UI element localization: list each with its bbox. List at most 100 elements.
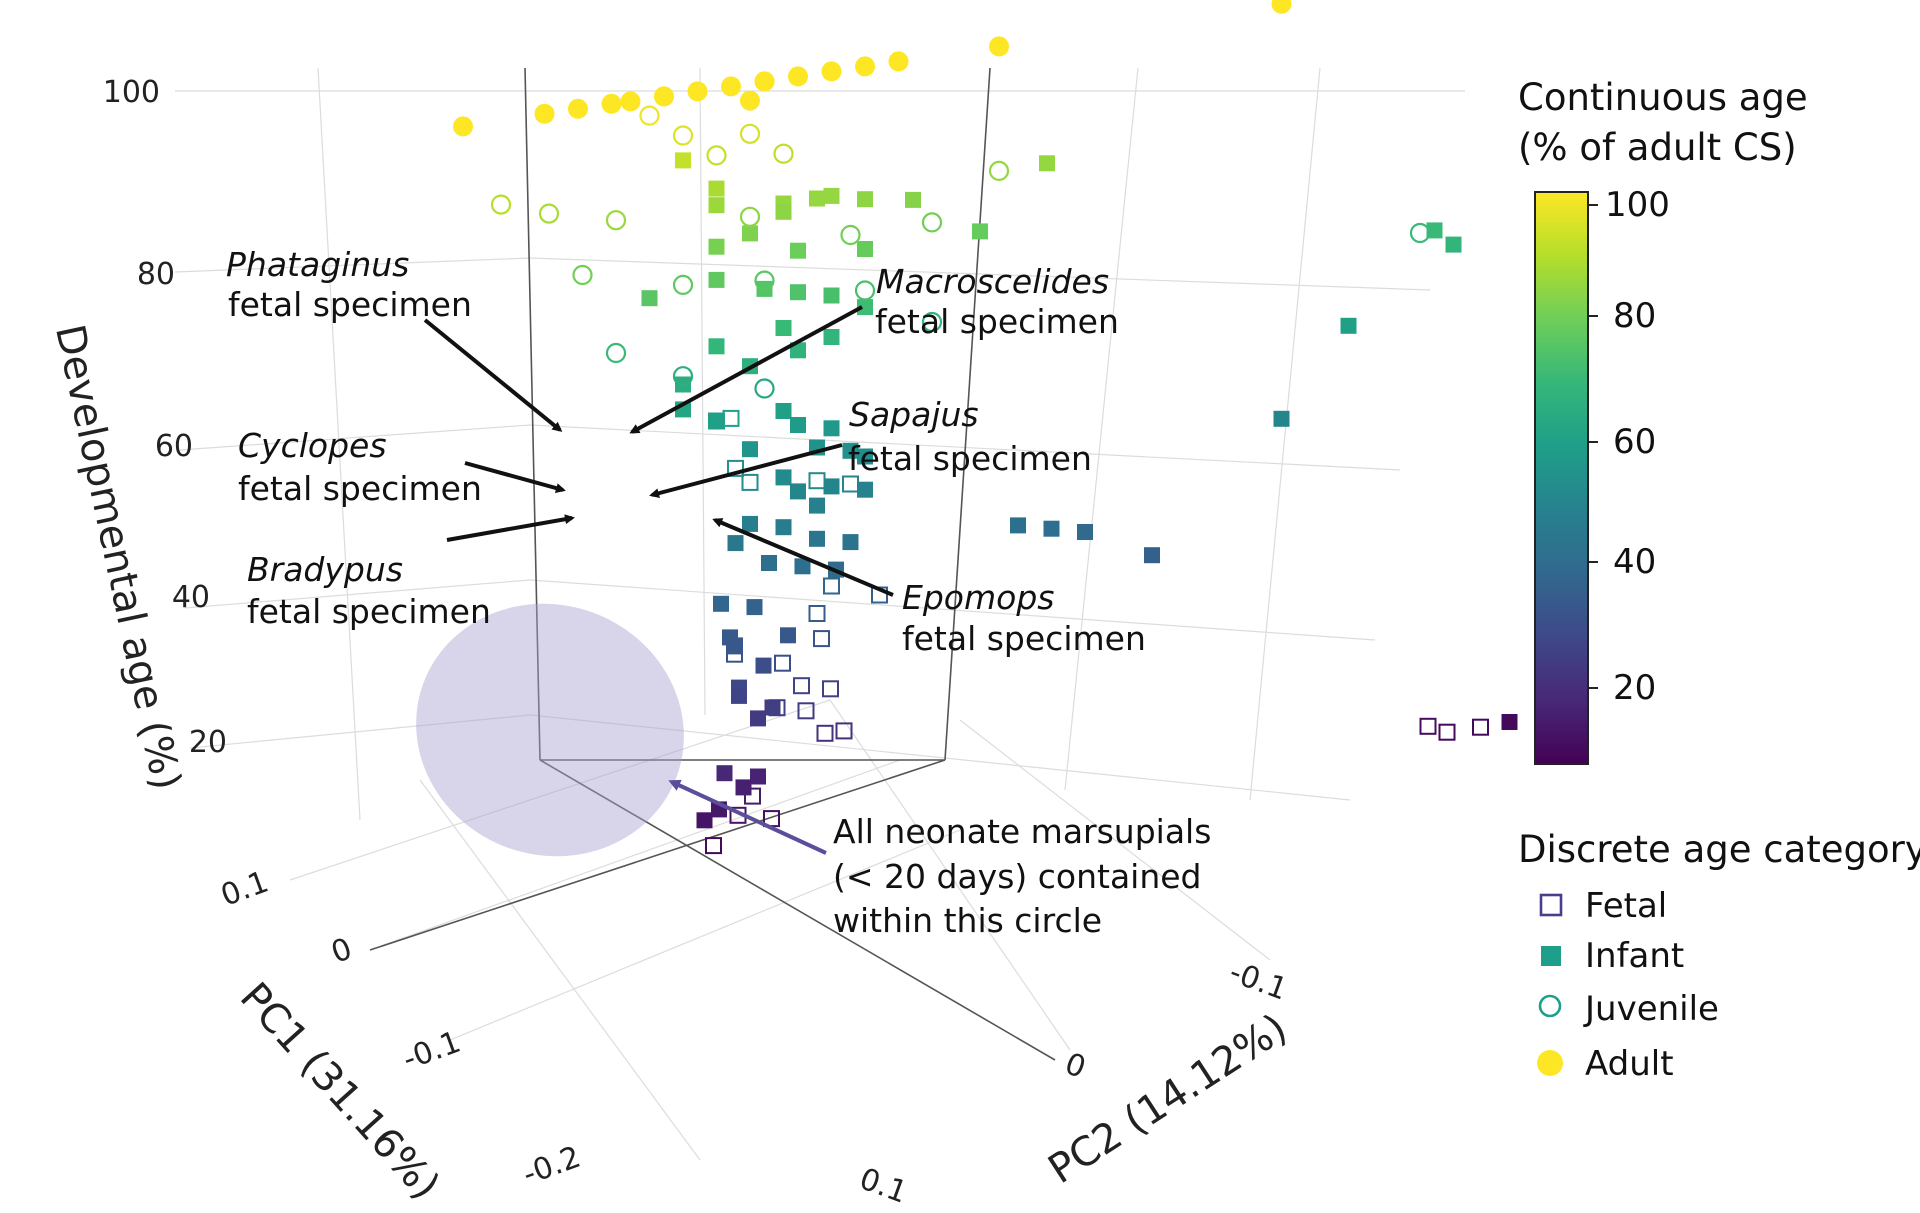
colorbar-tick-label: 20 bbox=[1613, 668, 1656, 708]
gridline-40-right bbox=[529, 579, 1376, 641]
colorbar-tick-label: 100 bbox=[1605, 185, 1670, 225]
arrow-phataginus bbox=[423, 318, 563, 432]
data-point-adult bbox=[855, 56, 875, 77]
data-point-infant bbox=[1273, 410, 1290, 427]
data-point-infant bbox=[775, 320, 792, 336]
data-point-infant bbox=[708, 180, 725, 197]
data-point-juvenile bbox=[605, 342, 627, 364]
pc1-tick-label: 0.1 bbox=[216, 864, 273, 913]
floor-line-3 bbox=[449, 829, 961, 1041]
data-point-juvenile bbox=[840, 224, 861, 246]
data-point-adult bbox=[754, 71, 775, 92]
data-point-fetal bbox=[744, 787, 761, 805]
data-point-infant bbox=[764, 699, 781, 716]
data-point-adult bbox=[534, 103, 555, 124]
floor-line-4 bbox=[419, 779, 701, 1161]
data-point-infant bbox=[727, 535, 744, 552]
data-point-fetal bbox=[727, 459, 744, 477]
data-point-infant bbox=[708, 197, 725, 214]
marsupial-note-line2: (< 20 days) contained bbox=[833, 857, 1202, 896]
floor-line-1 bbox=[289, 699, 831, 881]
data-point-infant bbox=[735, 779, 752, 796]
annotation-genus-cyclopes: Cyclopes bbox=[238, 426, 387, 465]
data-point-infant bbox=[750, 710, 766, 727]
data-point-infant bbox=[726, 637, 743, 654]
data-point-infant bbox=[1426, 222, 1443, 239]
annotation-text-epomops: fetal specimen bbox=[902, 619, 1146, 658]
data-point-infant bbox=[746, 599, 763, 616]
legend-infant-marker bbox=[1541, 946, 1561, 966]
data-point-infant bbox=[716, 765, 733, 782]
annotation-text-sapajus: fetal specimen bbox=[848, 439, 1092, 478]
z-tick-label: 20 bbox=[189, 725, 227, 760]
marsupial-note-line3: within this circle bbox=[833, 901, 1102, 940]
data-point-fetal bbox=[1438, 723, 1456, 741]
colorbar-tick-label: 80 bbox=[1613, 296, 1656, 336]
data-point-juvenile bbox=[754, 378, 775, 399]
data-point-fetal bbox=[705, 837, 722, 855]
data-point-juvenile bbox=[490, 194, 512, 215]
legend-label-infant: Infant bbox=[1585, 936, 1684, 976]
annotation-genus-macroscelides: Macroscelides bbox=[876, 262, 1109, 301]
data-point-fetal bbox=[822, 680, 839, 698]
data-point-fetal bbox=[842, 475, 859, 493]
data-point-adult bbox=[568, 98, 588, 119]
z-tick-label: 80 bbox=[137, 257, 175, 292]
data-point-juvenile bbox=[605, 210, 627, 231]
colorbar: Continuous age (% of adult CS) 100 80 60… bbox=[1518, 76, 1808, 765]
data-point-juvenile bbox=[988, 160, 1010, 181]
annotation-text-cyclopes: fetal specimen bbox=[238, 469, 482, 508]
colorbar-title-line2: (% of adult CS) bbox=[1518, 126, 1797, 169]
data-point-infant bbox=[972, 223, 988, 240]
data-point-juvenile bbox=[672, 125, 694, 146]
data-point-adult bbox=[788, 66, 808, 87]
data-point-infant bbox=[794, 558, 811, 575]
data-point-infant bbox=[790, 417, 806, 433]
data-point-adult bbox=[888, 51, 909, 72]
data-point-adult bbox=[601, 93, 622, 114]
data-point-adult bbox=[620, 91, 641, 112]
gridline-20-left bbox=[189, 714, 531, 749]
data-point-juvenile bbox=[921, 212, 943, 233]
data-point-infant bbox=[790, 284, 806, 301]
z-tick-label: 40 bbox=[172, 580, 210, 615]
gridline-v4 bbox=[1249, 67, 1321, 801]
data-point-juvenile bbox=[672, 274, 694, 295]
data-point-infant bbox=[708, 238, 725, 255]
data-point-infant bbox=[823, 329, 840, 345]
data-point-fetal bbox=[816, 724, 834, 742]
data-point-infant bbox=[857, 241, 873, 257]
data-point-infant bbox=[823, 478, 840, 495]
data-point-infant bbox=[708, 413, 725, 429]
arrow-sapajus bbox=[649, 443, 843, 499]
data-point-adult bbox=[654, 86, 674, 107]
data-point-fetal bbox=[774, 654, 791, 672]
data-point-infant bbox=[1340, 317, 1357, 334]
data-point-adult bbox=[721, 76, 741, 97]
arrow-epomops bbox=[712, 518, 894, 597]
data-point-fetal bbox=[813, 630, 830, 648]
gridline-v1 bbox=[317, 67, 361, 821]
data-point-infant bbox=[790, 342, 806, 359]
data-point-infant bbox=[905, 191, 921, 208]
legend-label-juvenile: Juvenile bbox=[1583, 989, 1719, 1029]
z-axis-ticks: 100 80 60 40 20 bbox=[103, 75, 227, 760]
legend-label-adult: Adult bbox=[1585, 1044, 1674, 1084]
gridline-v3 bbox=[1064, 67, 1139, 791]
data-point-juvenile bbox=[572, 264, 593, 286]
colorbar-title-line1: Continuous age bbox=[1518, 76, 1808, 119]
annotation-genus-bradypus: Bradypus bbox=[247, 550, 403, 589]
annotation-genus-epomops: Epomops bbox=[902, 578, 1054, 617]
axis-line-floor-pc1 bbox=[369, 759, 946, 951]
data-point-juvenile bbox=[538, 203, 560, 224]
data-point-fetal bbox=[835, 722, 853, 740]
legend-adult-marker bbox=[1537, 1050, 1563, 1076]
data-point-infant bbox=[823, 187, 840, 204]
data-point-adult bbox=[821, 61, 842, 82]
data-point-infant bbox=[1077, 524, 1093, 540]
data-point-fetal bbox=[793, 677, 810, 695]
arrow-cyclopes bbox=[464, 461, 566, 493]
data-point-juvenile bbox=[639, 105, 660, 126]
pc2-tick-label: -0.1 bbox=[1225, 955, 1292, 1008]
data-point-fetal bbox=[808, 472, 826, 490]
